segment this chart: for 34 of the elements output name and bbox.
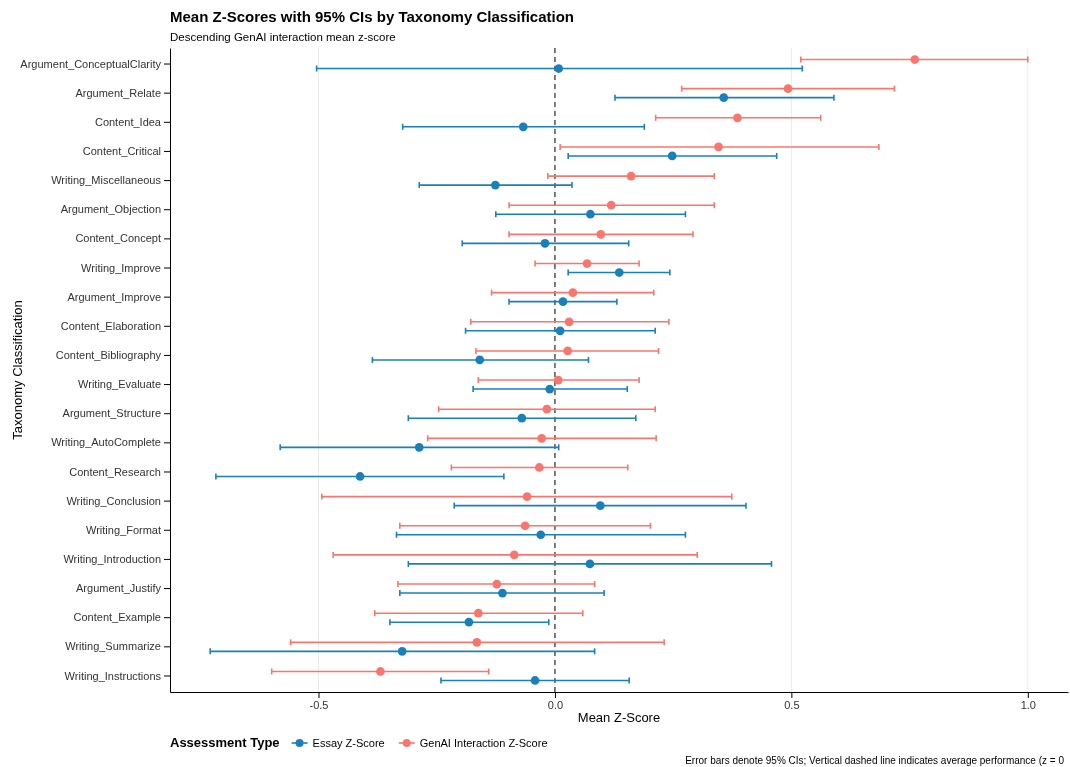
chart-title: Mean Z-Scores with 95% CIs by Taxonomy Classification [170,8,574,25]
y-tick-label: Argument_Objection [60,203,161,216]
x-axis-title: Mean Z-Score [577,710,661,725]
legend-label: GenAI Interaction Z-Score [419,737,548,749]
y-tick-label: Argument_Relate [75,86,161,99]
chart-subtitle: Descending GenAI interaction mean z-score [170,31,396,43]
y-tick-label: Argument_Structure [62,407,161,420]
y-tick-label: Argument_ConceptualClarity [20,57,162,70]
x-tick-label: 0.0 [547,698,564,711]
y-tick-label: Content_Example [73,611,161,624]
y-tick-label: Writing_Miscellaneous [51,174,162,187]
y-tick-label: Content_Research [69,465,161,478]
text: Error bars denote 95% CIs; Vertical dashed line indicates average performance (z = 0 [685,755,1065,766]
y-tick-label: Writing_Improve [81,261,161,274]
y-tick-label: Writing_Summarize [65,640,161,653]
y-tick-label: Content_Critical [82,144,161,157]
y-tick-label: Content_Bibliography [55,348,162,361]
y-tick-label: Writing_Format [86,523,161,536]
x-tick-label: 0.5 [784,698,800,711]
y-tick-label: Content_Idea [94,115,162,128]
y-tick-label: Writing_AutoComplete [51,436,161,449]
y-tick-label: Writing_Evaluate [78,378,161,391]
y-tick-label: Writing_Conclusion [66,494,161,507]
y-axis-title: Taxonomy Classification [10,300,25,440]
y-tick-label: Content_Elaboration [60,319,161,332]
legend-label: Essay Z-Score [312,737,385,749]
y-tick-label: Writing_Introduction [63,552,161,565]
y-tick-label: Argument_Improve [67,290,161,303]
x-tick-label: 1.0 [1020,698,1036,711]
x-tick-label: -0.5 [309,698,329,711]
y-tick-label: Writing_Instructions [64,669,162,682]
y-tick-label: Content_Concept [75,232,161,245]
legend-title: Assessment Type [170,735,280,750]
y-tick-label: Argument_Justify [76,582,162,595]
